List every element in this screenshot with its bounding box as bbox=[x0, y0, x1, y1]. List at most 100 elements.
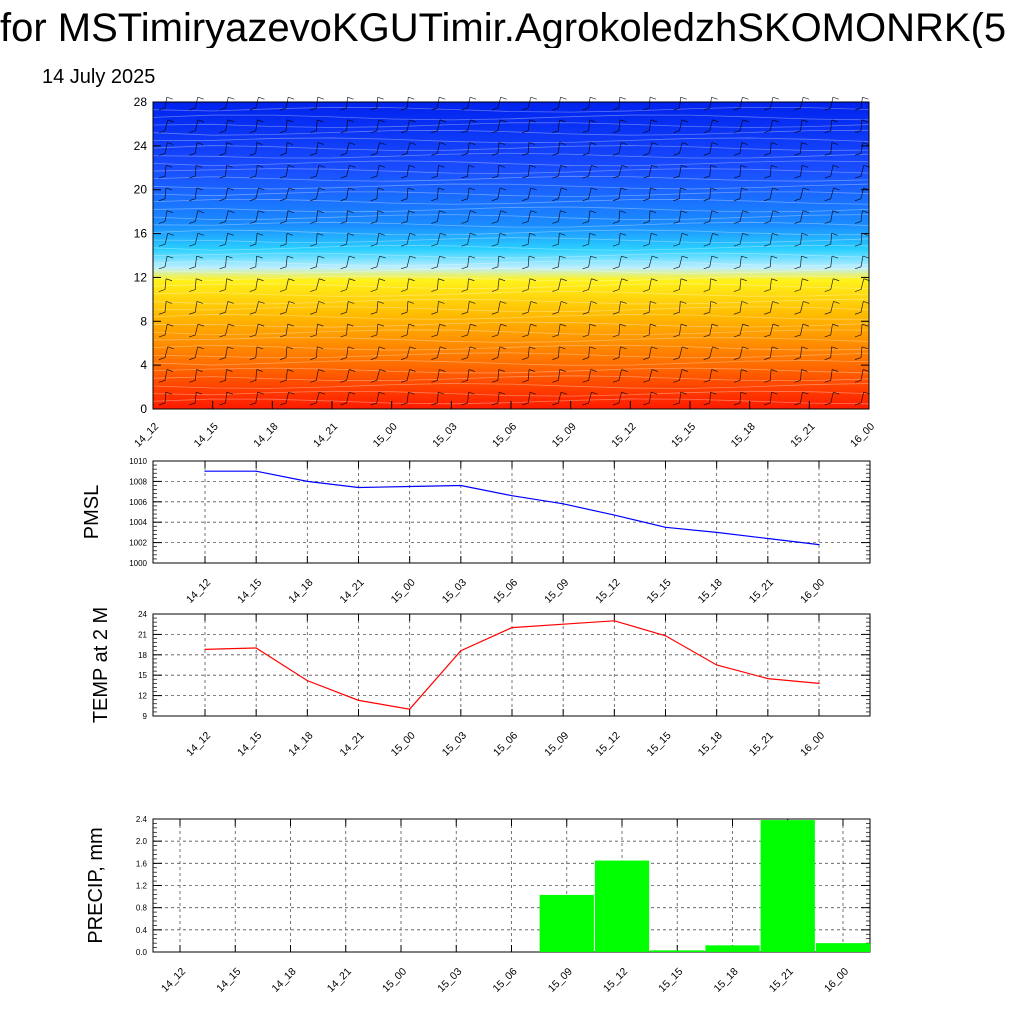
x-tick-label: 14_12 bbox=[132, 421, 161, 450]
wind-barb bbox=[612, 301, 627, 315]
contour-line bbox=[152, 114, 870, 121]
wind-barb bbox=[733, 119, 749, 134]
wind-barb bbox=[673, 278, 688, 292]
wind-barb bbox=[703, 187, 717, 202]
wind-barb bbox=[370, 323, 384, 338]
x-tick-label: 15_09 bbox=[550, 421, 579, 450]
wind-barb bbox=[461, 391, 475, 406]
wind-barb bbox=[703, 301, 717, 315]
wind-barb bbox=[764, 164, 778, 179]
wind-barb bbox=[461, 119, 477, 134]
wind-barb bbox=[340, 96, 354, 111]
wind-barb bbox=[249, 323, 265, 338]
wind-barb bbox=[340, 369, 356, 383]
contour-line bbox=[152, 206, 870, 213]
wind-barb bbox=[794, 164, 809, 179]
wind-barb bbox=[673, 323, 688, 338]
wind-barb bbox=[643, 323, 657, 338]
wind-barb bbox=[431, 369, 446, 383]
wind-barb bbox=[370, 233, 385, 247]
wind-barb bbox=[491, 187, 507, 202]
wind-barb bbox=[643, 301, 657, 315]
wind-barb bbox=[643, 369, 659, 383]
wind-barb bbox=[310, 255, 325, 270]
x-tick-label: 15_15 bbox=[669, 421, 698, 450]
wind-barb bbox=[279, 278, 295, 292]
wind-barb bbox=[703, 142, 719, 156]
wind-barb bbox=[461, 96, 477, 111]
wind-barb bbox=[491, 391, 506, 406]
wind-barb bbox=[279, 187, 295, 202]
x-tick-label: 15_12 bbox=[609, 421, 638, 450]
wind-barb bbox=[612, 233, 627, 247]
data-point bbox=[255, 647, 257, 649]
wind-barb bbox=[461, 346, 477, 360]
precip-bar bbox=[760, 820, 815, 952]
wind-barb bbox=[189, 346, 204, 360]
wind-barb bbox=[552, 210, 567, 224]
wind-barb bbox=[310, 233, 324, 247]
wind-barb bbox=[400, 187, 415, 202]
y-tick-label: 0.0 bbox=[136, 948, 148, 957]
x-tick-label: 15_15 bbox=[656, 966, 685, 995]
heatmap-panel: 0 4 8 12 16 20 24 28 14_12 14_15 14_18 14_21 15_00 15… bbox=[132, 95, 877, 450]
wind-barb bbox=[764, 187, 779, 202]
wind-barb bbox=[552, 278, 567, 292]
wind-barb bbox=[491, 233, 507, 247]
x-tick-label: 15_21 bbox=[747, 730, 776, 759]
contour-line bbox=[152, 298, 870, 305]
wind-barb bbox=[400, 96, 415, 111]
wind-barb bbox=[219, 142, 233, 156]
x-tick-label: 15_18 bbox=[696, 730, 725, 759]
wind-barb bbox=[491, 323, 507, 338]
wind-barb bbox=[279, 346, 294, 360]
precip-bar bbox=[594, 860, 650, 952]
wind-barb bbox=[854, 96, 869, 111]
wind-barb bbox=[733, 346, 749, 360]
y-tick-label: 8 bbox=[140, 314, 147, 328]
y-tick-label: 18 bbox=[138, 651, 147, 660]
contour-line bbox=[152, 106, 870, 113]
y-tick-label: 21 bbox=[138, 630, 147, 639]
y-axis-title: PRECIP, mm bbox=[85, 827, 107, 943]
wind-barb bbox=[764, 391, 778, 406]
chart-date: 14 July 2025 bbox=[42, 66, 156, 88]
wind-barb bbox=[764, 323, 780, 338]
y-tick-label: 0 bbox=[140, 402, 147, 416]
wind-barb bbox=[340, 278, 356, 292]
x-tick-label: 15_18 bbox=[711, 966, 740, 995]
data-point bbox=[716, 664, 718, 666]
wind-barb bbox=[764, 369, 778, 383]
x-tick-label: 15_21 bbox=[747, 577, 776, 606]
wind-barb bbox=[764, 233, 779, 247]
x-tick-label: 14_21 bbox=[311, 421, 340, 450]
wind-barb bbox=[703, 233, 719, 247]
wind-barb bbox=[794, 142, 808, 156]
wind-barb bbox=[612, 210, 626, 224]
x-tick-label: 15_03 bbox=[440, 577, 469, 606]
wind-barb bbox=[158, 255, 174, 270]
wind-barb bbox=[400, 278, 415, 292]
wind-barb bbox=[522, 164, 536, 179]
wind-barb bbox=[764, 255, 778, 270]
wind-barb bbox=[461, 369, 475, 383]
wind-barb bbox=[522, 210, 537, 224]
wind-barb bbox=[794, 96, 810, 111]
wind-barb bbox=[612, 323, 626, 338]
wind-barb bbox=[431, 301, 445, 315]
wind-barb bbox=[370, 301, 385, 315]
wind-barb bbox=[189, 142, 204, 156]
contour-line bbox=[152, 191, 870, 198]
data-point bbox=[357, 486, 360, 489]
wind-barb bbox=[400, 210, 415, 224]
wind-barb bbox=[189, 210, 204, 224]
wind-barb bbox=[279, 210, 295, 224]
y-tick-label: 1006 bbox=[129, 498, 147, 507]
wind-barb bbox=[522, 119, 536, 134]
y-tick-label: 12 bbox=[138, 692, 147, 701]
wind-barb bbox=[370, 164, 386, 179]
x-tick-label: 16_00 bbox=[848, 421, 877, 450]
wind-barb bbox=[370, 187, 385, 202]
wind-barb bbox=[310, 96, 324, 111]
wind-barb bbox=[400, 233, 416, 247]
